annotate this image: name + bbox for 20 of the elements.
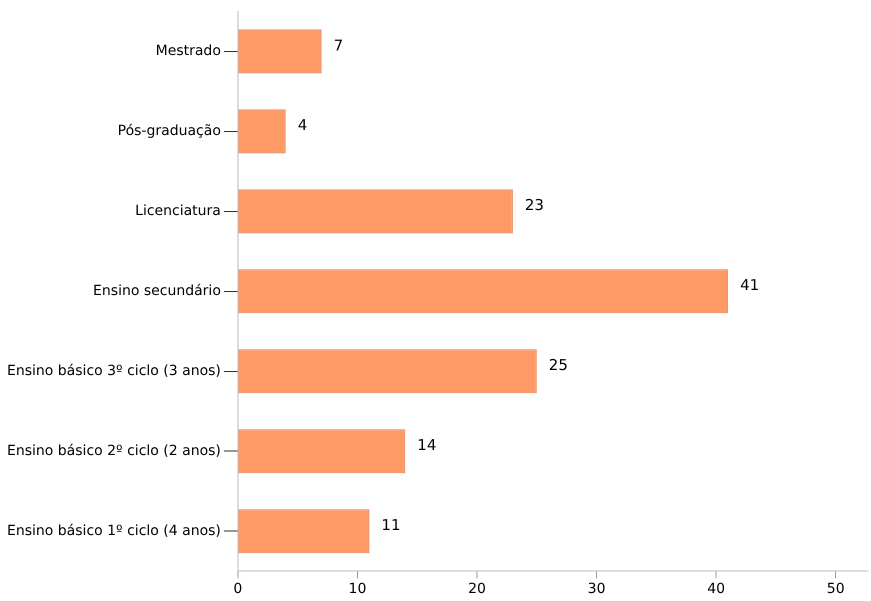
x-tick-label: 40 [707, 581, 726, 598]
data-label: 23 [524, 196, 544, 214]
y-tick-label: Ensino básico 2º ciclo (2 anos) [7, 442, 221, 459]
y-tick-label: Ensino secundário [93, 282, 221, 299]
x-tick-label: 20 [468, 581, 486, 598]
data-label: 7 [334, 36, 344, 54]
x-tick-label: 30 [588, 581, 606, 598]
y-tick-label: Pós-graduação [118, 123, 221, 139]
data-label: 25 [548, 356, 568, 374]
data-label: 11 [381, 516, 401, 534]
y-tick-label: Ensino básico 1º ciclo (4 anos) [7, 522, 221, 539]
y-tick-label: Ensino básico 3º ciclo (3 anos) [7, 362, 221, 379]
data-label: 41 [740, 276, 760, 294]
data-label: 4 [298, 116, 308, 134]
y-tick-label: Mestrado [156, 43, 221, 60]
data-label: 14 [417, 436, 436, 454]
x-tick-label: 0 [233, 581, 242, 598]
y-tick-label: Licenciatura [135, 202, 221, 219]
x-tick-label: 50 [826, 581, 845, 598]
x-tick-label: 10 [348, 581, 366, 598]
